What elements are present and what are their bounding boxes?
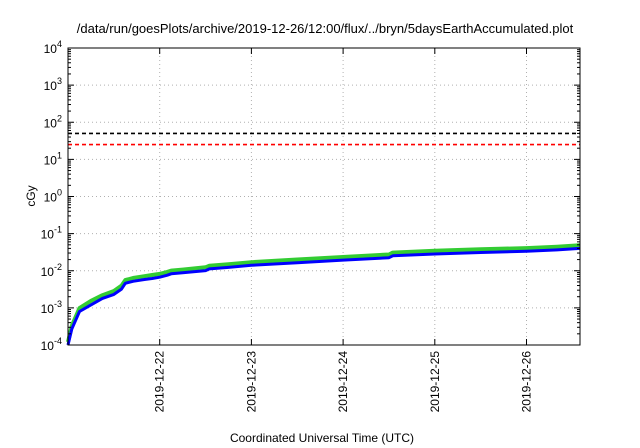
y-tick-label: 10-2 — [41, 262, 62, 279]
x-tick-label: 2019-12-25 — [428, 351, 442, 413]
grid — [68, 48, 580, 345]
series-line — [66, 246, 581, 346]
y-tick-label: 10-1 — [41, 225, 62, 242]
y-tick-label: 103 — [44, 76, 62, 93]
threshold-lines — [68, 132, 580, 146]
y-tick-label: 10-4 — [41, 336, 62, 353]
x-tick-label: 2019-12-23 — [244, 351, 258, 413]
series-lines — [66, 243, 581, 346]
series-line — [66, 243, 581, 343]
y-tick-label: 104 — [44, 39, 62, 56]
y-tick-label: 100 — [44, 188, 62, 205]
y-axis-ticks: 10-4 10-3 10-2 10-1 100 101 102 103 104 — [41, 39, 580, 353]
x-axis-ticks: 2019-12-22 2019-12-23 2019-12-24 2019-12-25… — [153, 48, 534, 412]
x-tick-label: 2019-12-26 — [520, 351, 534, 413]
x-tick-label: 2019-12-22 — [153, 351, 167, 413]
y-tick-label: 101 — [44, 150, 62, 167]
x-tick-label: 2019-12-24 — [336, 351, 350, 413]
x-axis-label: Coordinated Universal Time (UTC) — [230, 431, 414, 445]
y-tick-label: 102 — [44, 113, 62, 130]
y-axis-label: cGy — [24, 185, 38, 206]
chart-title: /data/run/goesPlots/archive/2019-12-26/1… — [77, 21, 574, 36]
y-tick-label: 10-3 — [41, 299, 62, 316]
